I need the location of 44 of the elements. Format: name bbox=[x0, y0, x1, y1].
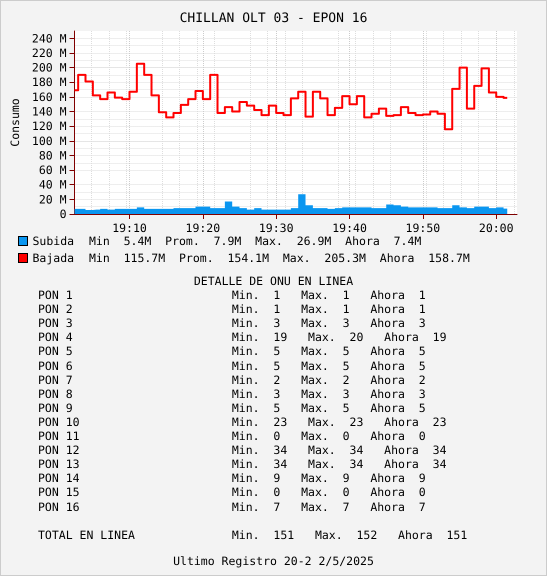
y-tick-label: 240 M bbox=[32, 31, 67, 46]
y-tick-label: 0 bbox=[60, 207, 67, 221]
y-tick-label: 200 M bbox=[32, 60, 67, 75]
chart-title: CHILLAN OLT 03 - EPON 16 bbox=[180, 11, 368, 26]
text: PON 5 Min. 5 Max. 5 Ahora 5 bbox=[38, 344, 427, 359]
x-tick-label: 19:50 bbox=[406, 221, 440, 235]
y-tick-label: 80 M bbox=[38, 148, 67, 162]
text: PON 8 Min. 3 Max. 3 Ahora 3 bbox=[38, 386, 427, 401]
text: PON 15 Min. 0 Max. 0 Ahora 0 bbox=[38, 485, 427, 500]
text: PON 1 Min. 1 Max. 1 Ahora 1 bbox=[38, 288, 427, 302]
text: PON 11 Min. 0 Max. 0 Ahora 0 bbox=[38, 429, 427, 444]
y-tick-label: 100 M bbox=[32, 134, 67, 148]
y-tick-label: 60 M bbox=[38, 163, 67, 178]
text: PON 7 Min. 2 Max. 2 Ahora 2 bbox=[38, 372, 427, 387]
text: PON 2 Min. 1 Max. 1 Ahora 1 bbox=[38, 302, 427, 316]
x-tick-label: 20:00 bbox=[478, 221, 514, 235]
text: PON 4 Min. 19 Max. 20 Ahora 19 bbox=[38, 330, 448, 344]
text: PON 3 Min. 3 Max. 3 Ahora 3 bbox=[38, 316, 427, 330]
legend-label: Bajada bbox=[32, 251, 74, 265]
text: PON 16 Min. 7 Max. 7 Ahora 7 bbox=[38, 500, 427, 514]
y-axis-title: Consumo bbox=[8, 98, 22, 147]
y-tick-label: 20 M bbox=[38, 192, 67, 206]
text: DETALLE DE ONU EN LINEA bbox=[192, 274, 354, 288]
y-tick-label: 120 M bbox=[32, 119, 67, 134]
x-tick-label: 19:30 bbox=[258, 221, 294, 235]
text: Ultimo Registro 20-2 2/5/2025 bbox=[172, 554, 375, 568]
y-tick-label: 160 M bbox=[32, 90, 67, 104]
y-tick-label: 180 M bbox=[32, 75, 67, 90]
text: Min 115.7M Prom. 154.1M Max. 205.3M Ahora 158.7M bbox=[89, 251, 470, 265]
text: PON 6 Min. 5 Max. 5 Ahora 5 bbox=[38, 358, 427, 373]
text: Min 5.4M Prom. 7.9M Max. 26.9M Ahora 7.4M bbox=[89, 234, 422, 248]
legend-label: Subida bbox=[32, 234, 74, 248]
text: PON 13 Min. 34 Max. 34 Ahora 34 bbox=[38, 457, 448, 472]
text: PON 9 Min. 5 Max. 5 Ahora 5 bbox=[38, 400, 427, 415]
x-tick-label: 19:20 bbox=[186, 221, 220, 235]
text: PON 10 Min. 23 Max. 23 Ahora 23 bbox=[38, 414, 448, 430]
text: PON 14 Min. 9 Max. 9 Ahora 9 bbox=[38, 471, 427, 486]
text: PON 12 Min. 34 Max. 34 Ahora 34 bbox=[38, 443, 448, 458]
y-tick-label: 220 M bbox=[32, 46, 67, 60]
y-tick-label: 140 M bbox=[32, 104, 67, 119]
x-tick-label: 19:40 bbox=[332, 221, 367, 235]
x-tick-label: 19:10 bbox=[112, 221, 147, 235]
y-tick-label: 40 M bbox=[38, 178, 67, 192]
text: TOTAL EN LINEA Min. 151 Max. 152 Ahora 151 bbox=[38, 528, 468, 542]
